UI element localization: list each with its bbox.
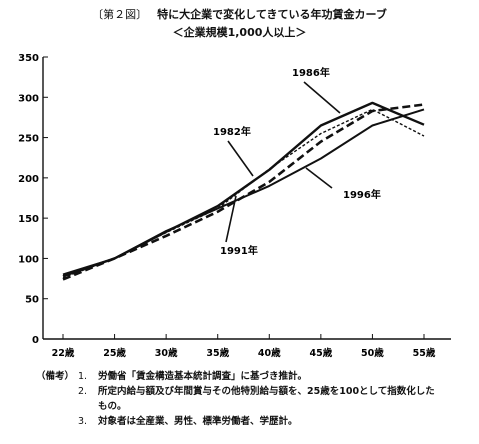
y-tick-label: 0 <box>32 335 39 346</box>
series-line-3 <box>62 108 425 276</box>
title-text: 特に大企業で変化してきている年功賃金カーブ <box>157 8 387 21</box>
y-tick-label: 350 <box>18 53 39 64</box>
chart-subtitle: ＜企業規模1,000人以上＞ <box>172 26 307 39</box>
y-tick-label: 100 <box>18 254 39 265</box>
note-text: 所定内給与額及び年間賞与その他特別給与額を、25歳を100として指数化した <box>98 386 435 397</box>
note-row-3: 3. 対象者は全産業、男性、標準労働者、学歴計。 <box>36 414 468 429</box>
note-row-1: （備考） 1. 労働省「賃金構造基本統計調査」に基づき推計。 <box>36 369 468 384</box>
leader-line <box>303 81 341 114</box>
series-label: 1996年 <box>343 188 381 201</box>
x-tick-label: 22歳 <box>52 347 75 359</box>
x-tick-label: 35歳 <box>206 347 229 359</box>
y-tick-label: 150 <box>18 214 39 225</box>
note-number: 3. <box>78 416 88 427</box>
y-tick-label: 200 <box>18 174 39 185</box>
y-tick-label: 50 <box>25 295 39 306</box>
note-text: 労働省「賃金構造基本統計調査」に基づき推計。 <box>98 371 308 382</box>
x-tick-label: 25歳 <box>103 347 126 359</box>
series-line-1 <box>62 108 425 279</box>
y-tick-label: 300 <box>18 93 39 104</box>
y-tick-label: 250 <box>18 134 39 145</box>
note-row-2: 2. 所定内給与額及び年間賞与その他特別給与額を、25歳を100として指数化した <box>36 384 468 399</box>
leader-line <box>225 195 237 243</box>
chart-title: 〔第２図〕 特に大企業で変化してきている年功賃金カーブ <box>0 6 479 22</box>
x-tick-label: 55歳 <box>413 347 436 359</box>
x-tick-label: 45歳 <box>309 347 332 359</box>
series-label: 1982年 <box>213 125 251 138</box>
note-number: 2. <box>78 386 88 397</box>
series-label: 1991年 <box>220 244 258 257</box>
note-number: 1. <box>78 371 88 382</box>
leader-line <box>227 140 254 177</box>
series-lines <box>62 101 425 281</box>
leader-line <box>305 167 333 189</box>
series-labels: 1986年 1982年 1991年 1996年 <box>213 66 381 257</box>
x-tick-label: 50歳 <box>361 347 384 359</box>
axes: 0 50 100 150 200 250 300 350 22歳 25歳 30歳 35歳 40歳 45歳 5… <box>18 53 451 359</box>
note-text: 対象者は全産業、男性、標準労働者、学歴計。 <box>98 416 298 427</box>
notes-label: （備考） <box>36 371 75 382</box>
figure-number: 〔第２図〕 <box>92 8 148 21</box>
x-tick-label: 30歳 <box>155 347 178 359</box>
note-continuation: もの。 <box>98 401 127 412</box>
x-tick-label: 40歳 <box>258 347 281 359</box>
series-label: 1986年 <box>292 66 330 79</box>
notes: （備考） 1. 労働省「賃金構造基本統計調査」に基づき推計。 2. 所定内給与額… <box>36 369 468 429</box>
